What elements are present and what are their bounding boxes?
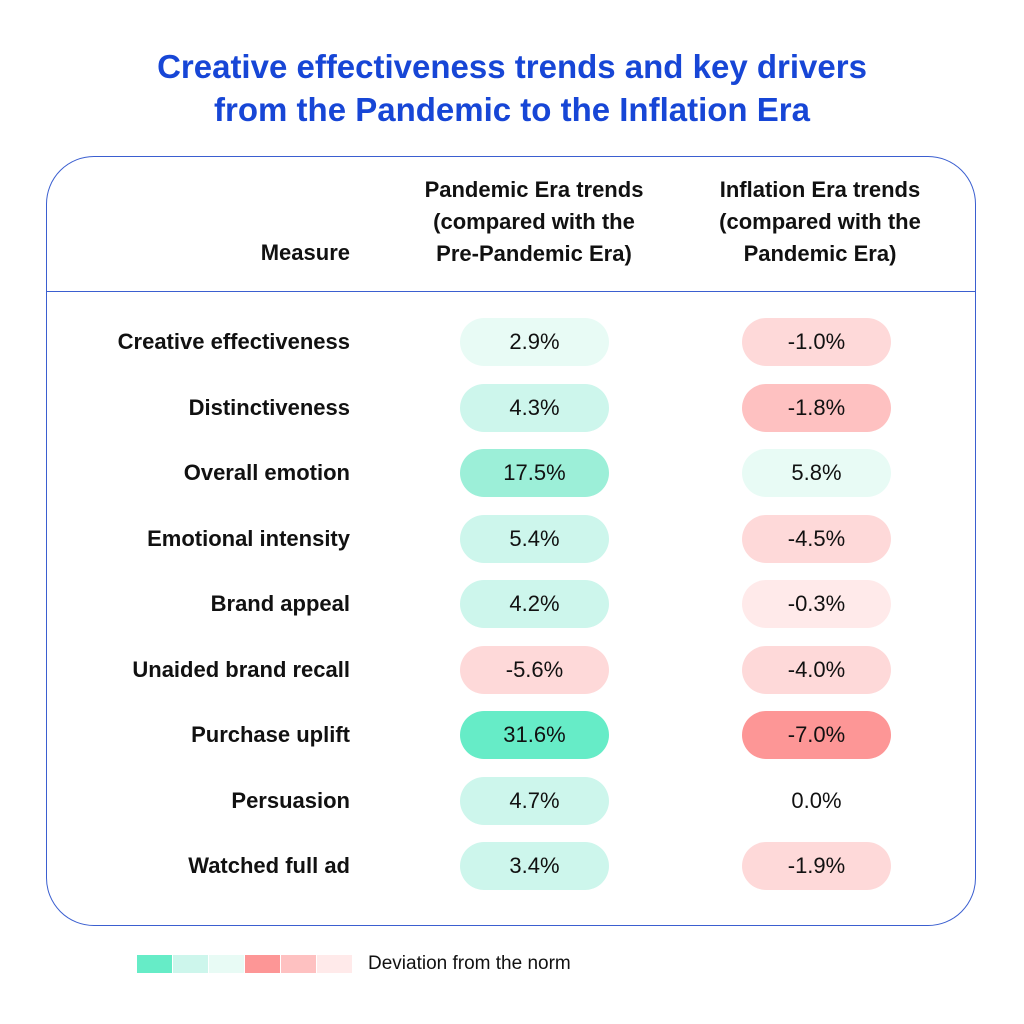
column-header-measure: Measure: [260, 240, 350, 265]
title-line-1: Creative effectiveness trends and key dr…: [157, 48, 867, 85]
row-measure-label: Persuasion: [231, 787, 350, 813]
inflation-value-cell: -4.0%: [742, 645, 891, 694]
page-title: Creative effectiveness trends and key dr…: [0, 45, 1024, 131]
legend-swatch: [281, 955, 316, 973]
inflation-value-cell: -7.0%: [742, 711, 891, 759]
header-divider: [46, 291, 976, 292]
table-card: [46, 156, 976, 926]
inflation-value-cell: -1.8%: [742, 383, 891, 432]
row-measure-label: Purchase uplift: [191, 722, 350, 747]
pandemic-value-cell: 31.6%: [460, 711, 609, 759]
column-header-inflation: Inflation Era trends (compared with the …: [719, 177, 921, 266]
title-line-2: from the Pandemic to the Inflation Era: [214, 91, 810, 128]
pandemic-value-cell: 4.7%: [460, 776, 609, 825]
legend-swatch: [209, 955, 244, 973]
inflation-value-cell: -1.9%: [742, 842, 891, 890]
pandemic-value-cell: 17.5%: [460, 449, 609, 497]
pandemic-value-cell: 5.4%: [460, 514, 609, 563]
legend-swatch: [137, 955, 172, 973]
inflation-value-cell: 0.0%: [791, 787, 842, 813]
pandemic-value-cell: 4.3%: [460, 383, 609, 432]
pandemic-value-cell: 2.9%: [460, 318, 609, 366]
inflation-value-cell: 5.8%: [742, 449, 891, 497]
row-measure-label: Emotional intensity: [147, 525, 350, 551]
row-measure-label: Distinctiveness: [188, 394, 350, 420]
pandemic-value-cell: 4.2%: [460, 580, 609, 628]
inflation-value-cell: -0.3%: [742, 580, 891, 628]
pandemic-value-cell: 3.4%: [460, 842, 609, 890]
legend-swatches: [137, 955, 352, 973]
legend-swatch: [245, 955, 280, 973]
legend-label: Deviation from the norm: [368, 953, 571, 974]
pandemic-value-cell: -5.6%: [460, 645, 609, 694]
column-header-pandemic: Pandemic Era trends (compared with the P…: [424, 177, 644, 266]
row-measure-label: Overall emotion: [183, 460, 350, 485]
row-measure-label: Brand appeal: [210, 591, 350, 616]
row-measure-label: Unaided brand recall: [132, 656, 350, 682]
inflation-value-cell: -4.5%: [742, 514, 891, 563]
legend-swatch: [317, 955, 352, 973]
row-measure-label: Creative effectiveness: [117, 329, 350, 354]
inflation-value-cell: -1.0%: [742, 318, 891, 366]
row-measure-label: Watched full ad: [188, 853, 350, 878]
legend-swatch: [173, 955, 208, 973]
